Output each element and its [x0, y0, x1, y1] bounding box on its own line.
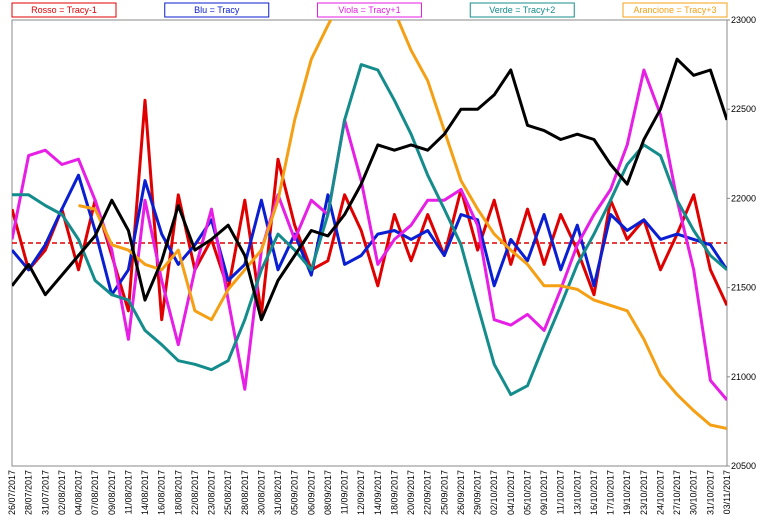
- x-tick-label: 06/09/2017: [306, 470, 316, 515]
- y-tick-label: 21500: [731, 283, 756, 293]
- x-tick-label: 31/08/2017: [273, 470, 283, 515]
- legend-box: [317, 2, 422, 18]
- x-tick-label: 17/10/2017: [606, 470, 616, 515]
- legend-box: [469, 2, 575, 18]
- x-tick-label: 11/09/2017: [340, 470, 350, 514]
- series-line: [78, 20, 727, 430]
- y-tick-label: 22500: [731, 104, 756, 114]
- x-tick-label: 25/09/2017: [439, 470, 449, 515]
- legend-box: [622, 2, 728, 18]
- x-tick-label: 24/10/2017: [655, 470, 665, 515]
- x-tick-label: 14/08/2017: [140, 470, 150, 515]
- y-tick-label: 20500: [731, 461, 756, 471]
- legend-label: Arancione = Tracy+3: [633, 5, 716, 15]
- x-tick-label: 23/10/2017: [639, 470, 649, 515]
- x-tick-label: 25/08/2017: [223, 470, 233, 515]
- series-line: [12, 173, 727, 297]
- x-tick-label: 11/10/2017: [556, 470, 566, 514]
- x-tick-label: 26/09/2017: [456, 470, 466, 515]
- x-tick-label: 28/08/2017: [240, 470, 250, 515]
- x-tick-label: 19/10/2017: [622, 470, 632, 515]
- x-tick-label: 04/10/2017: [506, 470, 516, 515]
- x-tick-label: 05/09/2017: [290, 470, 300, 515]
- legend-label: Verde = Tracy+2: [489, 5, 555, 15]
- x-tick-label: 07/08/2017: [90, 470, 100, 515]
- series-line: [12, 57, 727, 322]
- x-tick-label: 16/08/2017: [157, 470, 167, 515]
- x-tick-label: 23/08/2017: [207, 470, 217, 515]
- x-tick-label: 22/09/2017: [423, 470, 433, 515]
- x-tick-label: 26/07/2017: [7, 470, 17, 515]
- x-tick-label: 31/10/2017: [705, 470, 715, 515]
- legend-box: [11, 2, 117, 18]
- x-tick-label: 05/10/2017: [522, 470, 532, 515]
- x-tick-label: 03/11/2017: [722, 470, 732, 514]
- legend-label: Viola = Tracy+1: [338, 5, 400, 15]
- x-tick-label: 11/08/2017: [123, 470, 133, 514]
- legend-box: [164, 2, 270, 18]
- x-tick-label: 20/09/2017: [406, 470, 416, 515]
- x-tick-label: 22/08/2017: [190, 470, 200, 515]
- legend-label: Rosso = Tracy-1: [31, 5, 97, 15]
- y-tick-label: 23000: [731, 15, 756, 25]
- series-line: [12, 98, 727, 322]
- x-tick-label: 28/07/2017: [24, 470, 34, 515]
- series-line: [12, 68, 727, 401]
- x-tick-label: 16/10/2017: [589, 470, 599, 515]
- x-tick-label: 30/10/2017: [689, 470, 699, 515]
- x-tick-label: 09/08/2017: [107, 470, 117, 515]
- x-tick-label: 18/09/2017: [389, 470, 399, 515]
- x-tick-label: 29/09/2017: [473, 470, 483, 515]
- x-tick-label: 30/08/2017: [256, 470, 266, 515]
- x-tick-label: 02/10/2017: [489, 470, 499, 515]
- x-tick-label: 09/10/2017: [539, 470, 549, 515]
- x-tick-label: 14/09/2017: [373, 470, 383, 515]
- x-tick-label: 27/10/2017: [672, 470, 682, 515]
- x-tick-label: 18/08/2017: [173, 470, 183, 515]
- y-tick-label: 22000: [731, 193, 756, 203]
- x-tick-label: 04/08/2017: [74, 470, 84, 515]
- x-tick-label: 02/08/2017: [57, 470, 67, 515]
- x-tick-label: 31/07/2017: [40, 470, 50, 515]
- legend-label: Blu = Tracy: [194, 5, 240, 15]
- x-tick-label: 08/09/2017: [323, 470, 333, 515]
- series-line: [12, 63, 727, 397]
- y-tick-label: 21000: [731, 372, 756, 382]
- x-tick-label: 12/09/2017: [356, 470, 366, 515]
- x-tick-label: 13/10/2017: [572, 470, 582, 515]
